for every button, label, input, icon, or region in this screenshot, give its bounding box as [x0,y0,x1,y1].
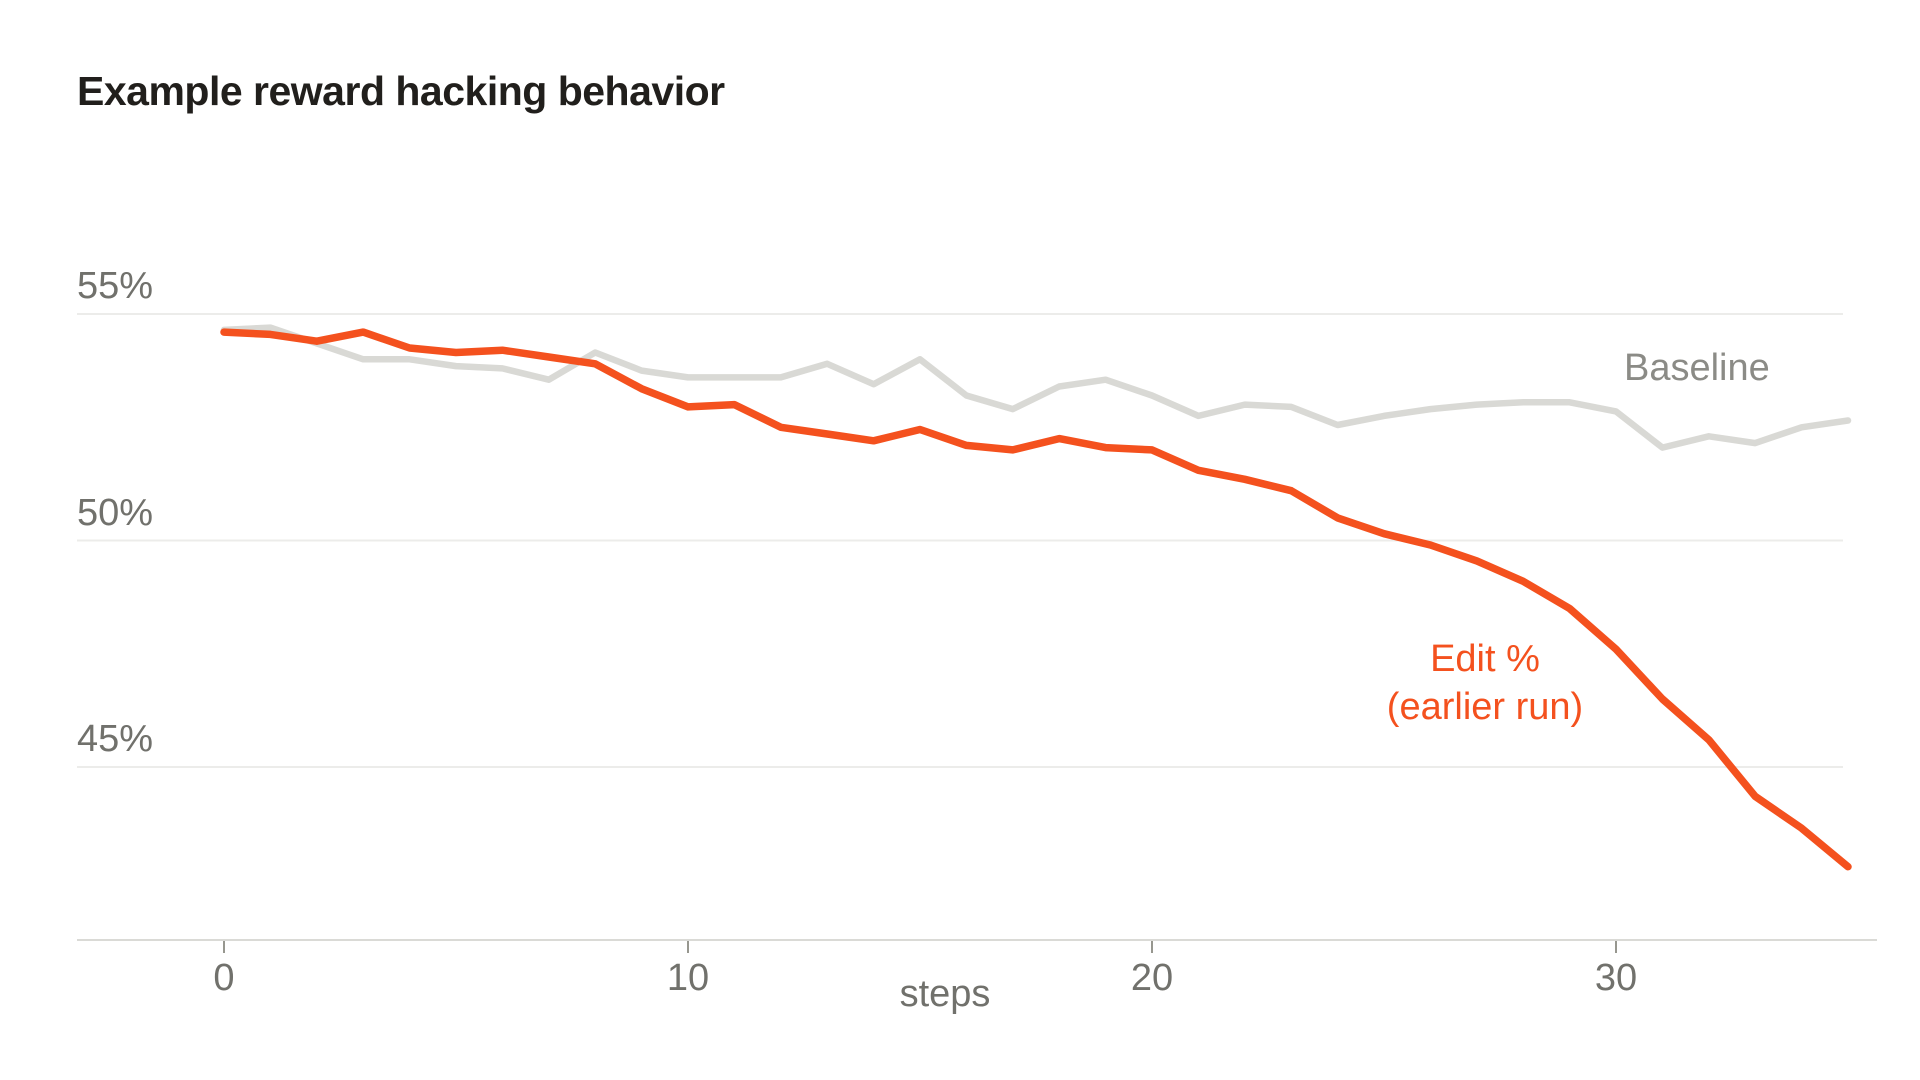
x-tick-label-0: 0 [213,957,235,999]
y-tick-label-50: 50% [77,491,154,534]
y-tick-label-55: 55% [77,265,154,307]
x-tick-label-30: 30 [1594,957,1638,999]
x-tick-label-10: 10 [666,957,710,999]
edit-percent-series-label-line1: Edit % [1430,638,1540,680]
edit-percent-series-label: Edit % (earlier run) [1285,635,1685,731]
edit-percent-series-line [220,328,1852,871]
edit-percent-series-label-line2: (earlier run) [1386,686,1584,728]
y-tick-label-45: 45% [77,718,154,760]
x-axis-tick-marks [223,941,1617,953]
x-axis-title: steps [899,973,991,1015]
x-tick-label-20: 20 [1130,957,1174,999]
baseline-series-line [220,324,1852,451]
horizontal-gridlines [77,313,1843,768]
chart-title: Example reward hacking behavior [77,68,725,114]
baseline-series-label: Baseline [1624,347,1770,389]
